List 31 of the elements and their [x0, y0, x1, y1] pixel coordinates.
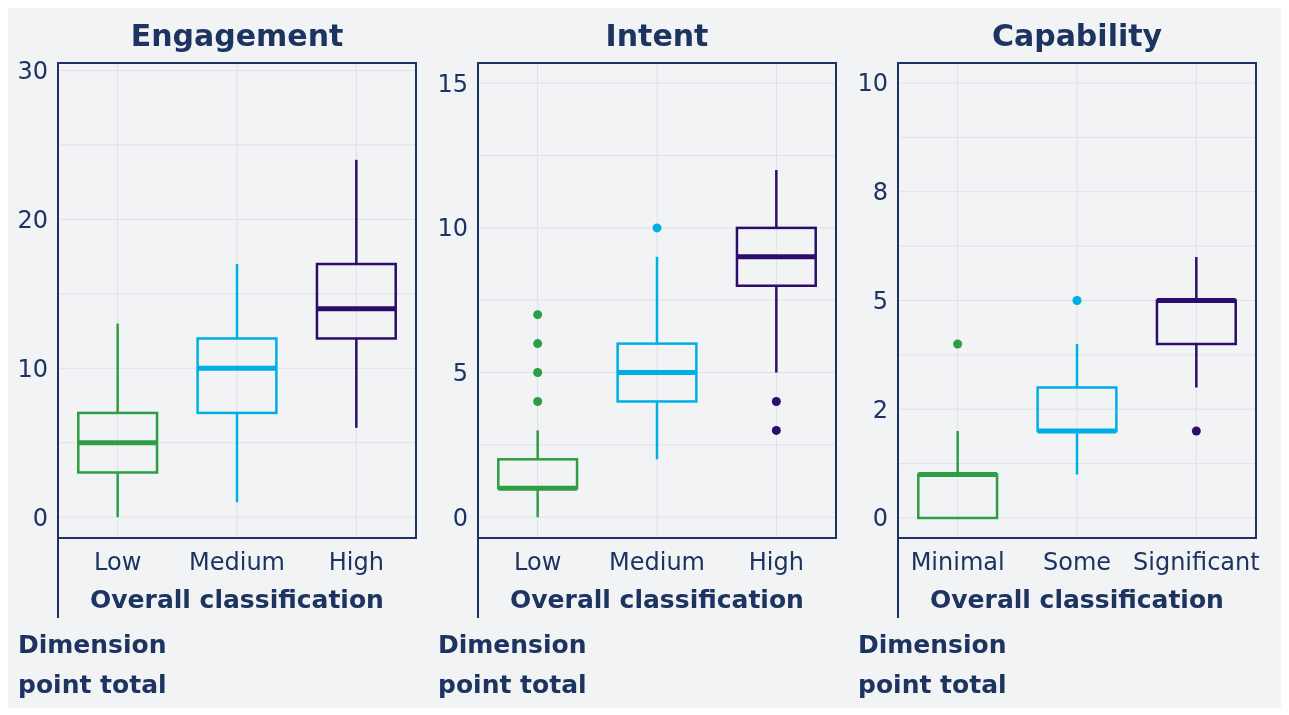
y-tick-label: 5	[872, 286, 888, 315]
x-axis-title: Overall classification	[930, 585, 1224, 614]
y-tick-label: 0	[872, 504, 888, 533]
y-axis-title: Dimension point total	[858, 630, 1007, 699]
y-tick-label: 30	[17, 56, 48, 85]
x-tick-label: Some	[1042, 548, 1112, 576]
y-tick-label: 20	[17, 205, 48, 234]
y-tick-label: 2	[872, 395, 888, 424]
y-tick-label: 10	[857, 69, 888, 98]
x-tick-label: Medium	[189, 548, 285, 576]
y-axis-title: Dimension point total	[438, 630, 587, 699]
x-tick-label: High	[748, 548, 804, 576]
x-tick-label: Minimal	[910, 548, 1005, 576]
y-tick-label: 10	[437, 214, 468, 243]
y-tick-label: 0	[452, 503, 468, 532]
x-axis-title: Overall classification	[90, 585, 384, 614]
y-tick-label: 0	[32, 503, 48, 532]
x-tick-label: Significant	[1133, 548, 1260, 576]
y-tick-label: 10	[17, 354, 48, 383]
x-axis-title: Overall classification	[510, 585, 804, 614]
x-tick-label: High	[328, 548, 384, 576]
y-tick-label: 5	[452, 358, 468, 387]
y-tick-label: 15	[437, 69, 468, 98]
y-tick-label: 8	[872, 178, 888, 207]
chart-title: Engagement	[130, 18, 344, 53]
chart-title: Intent	[605, 18, 709, 53]
x-tick-label: Low	[514, 548, 562, 576]
chart-title: Capability	[991, 18, 1163, 53]
y-axis-title: Dimension point total	[18, 630, 167, 699]
x-tick-label: Low	[94, 548, 142, 576]
x-tick-label: Medium	[609, 548, 705, 576]
